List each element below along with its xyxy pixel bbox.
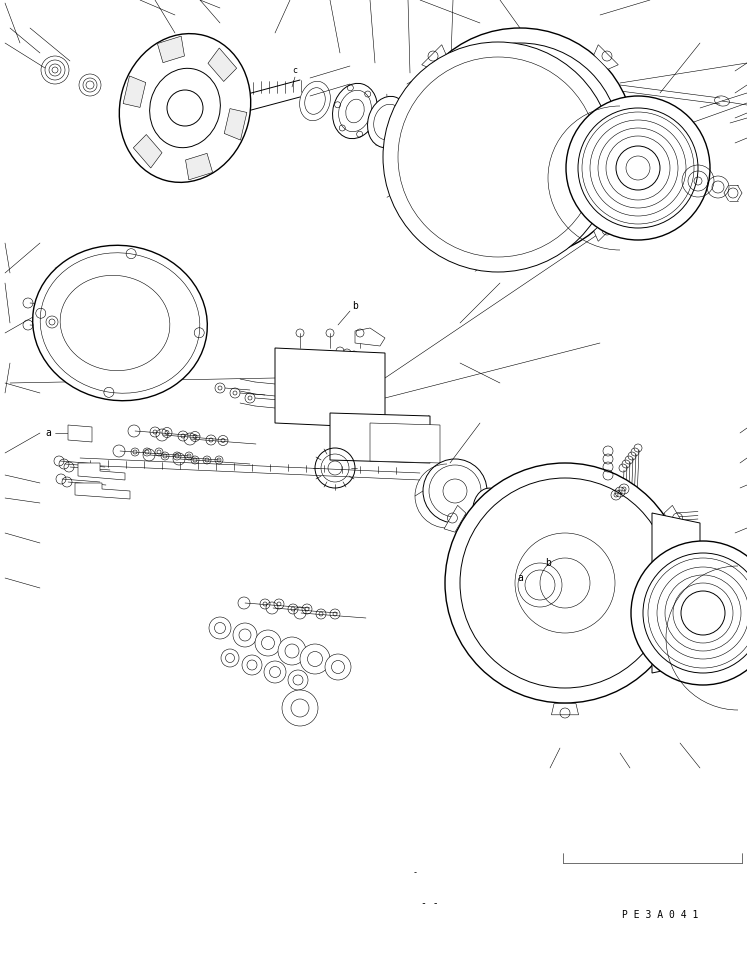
Ellipse shape (368, 96, 409, 147)
Polygon shape (133, 135, 162, 168)
Polygon shape (208, 48, 237, 82)
Text: a: a (517, 573, 523, 583)
Text: c: c (293, 65, 297, 74)
Polygon shape (275, 348, 385, 428)
Polygon shape (444, 506, 466, 533)
Polygon shape (664, 506, 686, 533)
Polygon shape (370, 423, 440, 463)
Ellipse shape (120, 34, 251, 182)
Text: - -: - - (421, 898, 438, 908)
Polygon shape (158, 37, 185, 63)
Circle shape (383, 42, 613, 272)
Polygon shape (68, 425, 92, 442)
Polygon shape (422, 217, 446, 242)
Text: b: b (352, 301, 358, 311)
Text: a: a (45, 428, 51, 438)
Polygon shape (652, 513, 700, 673)
Polygon shape (75, 483, 130, 499)
Circle shape (209, 617, 231, 639)
Text: b: b (545, 558, 551, 568)
Polygon shape (422, 44, 446, 69)
Polygon shape (185, 153, 213, 180)
Polygon shape (447, 91, 500, 138)
Polygon shape (539, 91, 592, 138)
Circle shape (278, 637, 306, 665)
Text: -: - (412, 869, 418, 877)
Polygon shape (551, 704, 578, 715)
Polygon shape (78, 463, 125, 480)
Circle shape (405, 28, 635, 258)
Ellipse shape (430, 117, 474, 172)
Polygon shape (330, 413, 430, 463)
Circle shape (233, 623, 257, 647)
Circle shape (264, 661, 286, 683)
Ellipse shape (332, 84, 377, 139)
Circle shape (221, 649, 239, 667)
Polygon shape (355, 328, 385, 346)
Circle shape (288, 670, 308, 690)
Polygon shape (123, 76, 146, 108)
Polygon shape (501, 70, 539, 115)
Circle shape (282, 690, 318, 726)
Circle shape (445, 463, 685, 703)
Circle shape (255, 630, 281, 656)
Polygon shape (539, 148, 592, 195)
Circle shape (242, 655, 262, 675)
Polygon shape (594, 217, 619, 242)
Circle shape (566, 96, 710, 240)
Ellipse shape (33, 246, 208, 401)
Polygon shape (224, 109, 247, 140)
Ellipse shape (400, 109, 436, 153)
Polygon shape (447, 148, 500, 195)
Text: P E 3 A 0 4 1: P E 3 A 0 4 1 (622, 910, 698, 920)
Circle shape (325, 654, 351, 680)
Circle shape (631, 541, 747, 685)
Circle shape (300, 644, 330, 674)
Polygon shape (594, 44, 619, 69)
Ellipse shape (473, 488, 503, 528)
Polygon shape (501, 171, 539, 216)
